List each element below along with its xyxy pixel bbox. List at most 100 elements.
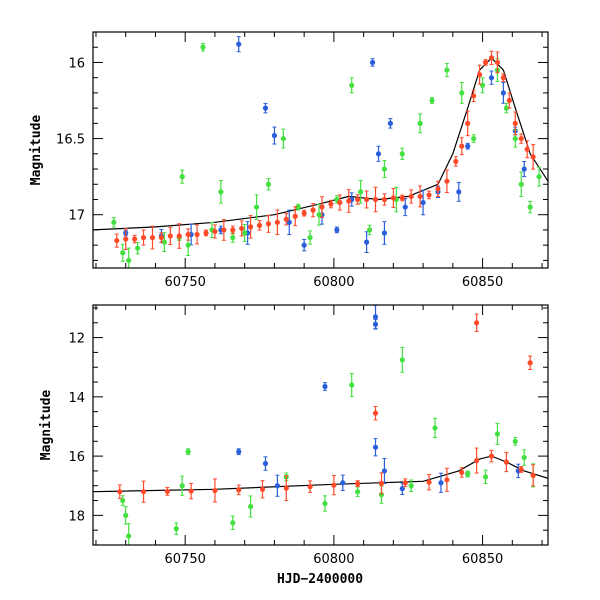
top-data-point [328,199,334,209]
top-data-point [381,160,388,179]
bottom-data-point [482,469,489,485]
top-data-point [465,110,471,137]
top-data-point [126,247,132,268]
bottom-data-point [381,457,388,484]
top-data-point [358,180,364,204]
bottom-data-point [432,417,438,439]
bottom-data-point [236,448,242,456]
top-data-point [381,221,388,245]
bottom-model-line [93,455,548,493]
bottom-data-point [230,515,236,530]
bottom-data-point [274,474,280,497]
bottom-data-point [355,480,361,488]
top-data-point [111,217,117,228]
top-x-tick-label: 60800 [313,275,354,290]
top-data-point [292,206,298,227]
top-data-point [248,215,254,239]
bottom-data-point [503,451,509,473]
bottom-data-point [402,478,408,488]
x-axis-title: HJD−2400000 [277,572,363,587]
bottom-data-point [262,456,269,471]
top-data-point [212,224,218,239]
top-data-point [417,185,423,208]
top-data-point [262,102,269,114]
bottom-y-tick-label: 14 [68,391,85,406]
bottom-panel: 60750 60800 60850 12 14 16 18 Magnitude HJD−24… [39,304,549,587]
top-data-point [479,77,486,94]
top-data-point [349,77,355,94]
bottom-series-2 [117,313,536,503]
top-data-point [494,51,501,74]
bottom-data-point [494,422,501,445]
top-data-point [500,73,506,82]
bottom-data-point [518,466,524,473]
top-data-point [221,219,227,241]
top-data-point [265,178,272,191]
top-data-point [158,232,164,243]
top-data-point [408,189,414,204]
bottom-y-tick-label: 18 [68,509,85,524]
top-data-point [185,228,191,241]
top-y-tick-label: 16.5 [56,133,85,148]
top-data-point [444,169,450,194]
top-data-point [527,200,533,214]
top-data-point [239,220,245,237]
top-data-point [167,227,173,246]
top-panel: 60750 60800 60850 16 16.5 17 Magnitude [29,31,549,290]
bottom-plot-frame [92,304,549,546]
bottom-data-point [521,449,527,466]
top-data-point [435,180,441,197]
top-data-point [503,102,509,114]
top-data-point [536,166,542,187]
top-data-point [203,229,209,237]
bottom-data-point [283,475,289,502]
bottom-data-point [140,480,147,503]
bottom-data-point [408,479,414,493]
top-data-point [310,203,316,218]
top-data-point [518,133,524,144]
top-data-point [453,156,459,167]
top-data-point [200,42,206,52]
top-data-point [381,193,388,206]
top-data-point [274,209,280,236]
bottom-data-point [399,346,405,373]
top-data-point [230,225,236,235]
top-data-point [375,145,382,162]
bottom-data-point [322,382,328,391]
top-data-point [363,231,370,254]
top-data-point [390,188,396,208]
bottom-x-tick-label: 60750 [165,552,206,567]
bottom-data-point [120,495,126,506]
top-data-point [114,233,120,248]
top-data-point [140,229,147,246]
bottom-data-point [372,438,379,457]
top-data-point [149,225,156,250]
top-data-point [363,190,370,209]
top-data-point [176,223,182,249]
bottom-data-point [179,475,185,496]
bottom-data-point [188,482,194,500]
top-data-point [488,70,495,85]
top-data-point [399,147,405,160]
bottom-data-point [444,467,450,492]
bottom-data-point [399,482,405,495]
top-data-point [280,128,286,149]
bottom-data-points [117,305,536,545]
bottom-data-point [123,506,129,525]
bottom-data-point [372,318,379,330]
bottom-data-point [355,486,361,497]
top-data-point [500,82,506,104]
bottom-data-point [474,447,480,474]
bottom-data-point [173,522,179,535]
top-data-point [506,92,512,109]
bottom-data-point [459,467,465,478]
bottom-data-point [340,474,346,491]
top-data-point [530,144,536,170]
bottom-data-point [185,448,191,456]
bottom-y-tick-label: 12 [68,332,85,347]
bottom-series-1 [120,346,536,545]
bottom-data-point [465,470,471,478]
bottom-series-0 [236,305,521,497]
bottom-data-point [322,495,328,512]
